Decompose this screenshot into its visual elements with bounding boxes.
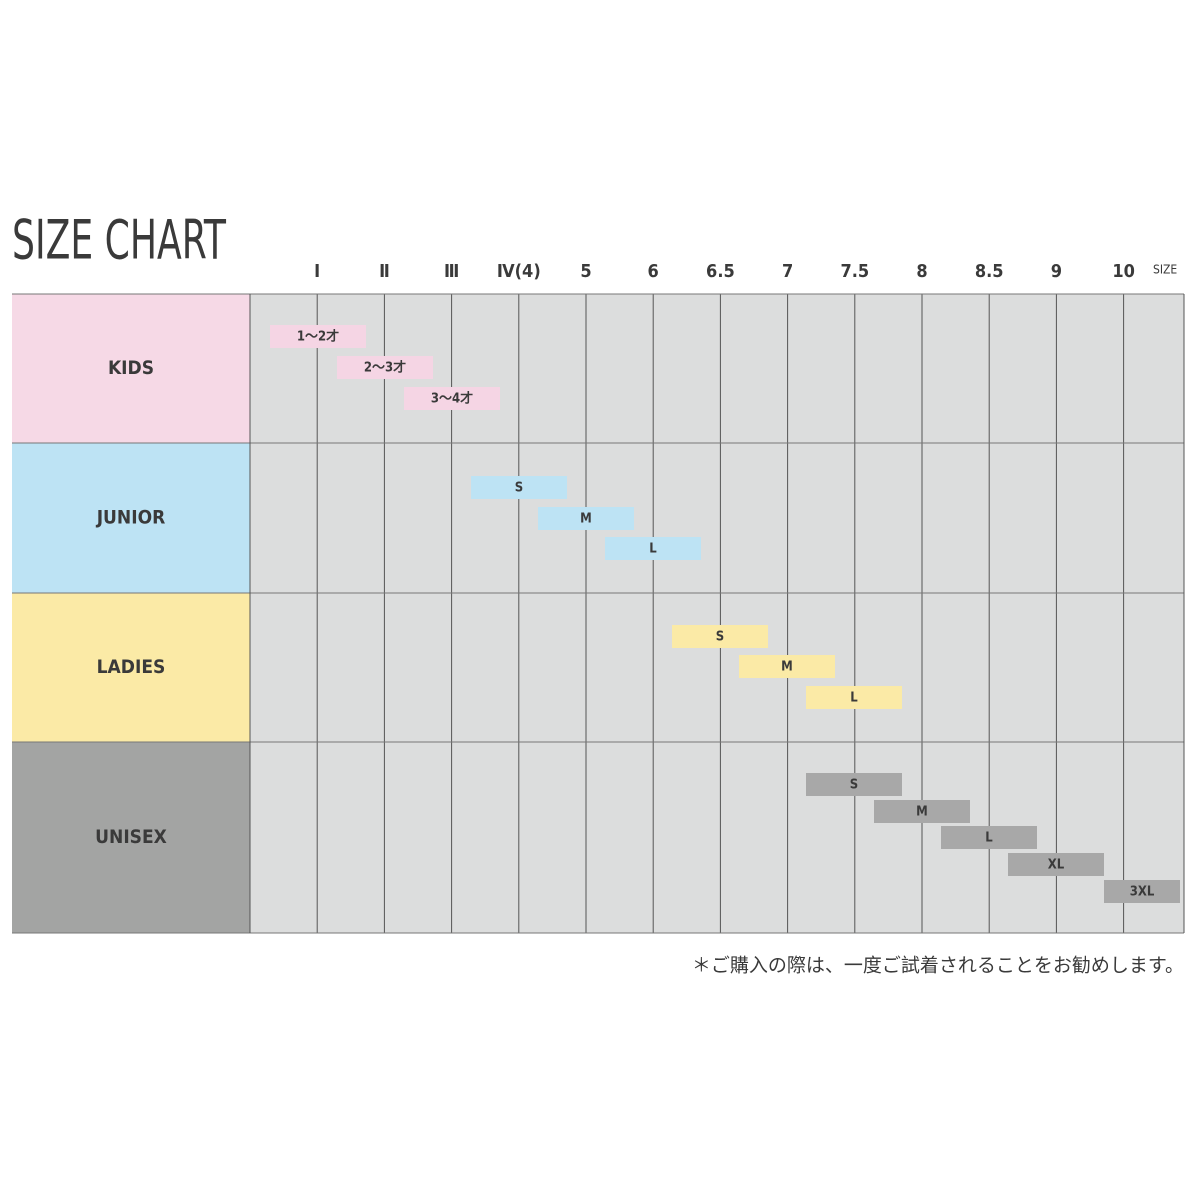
column-header: 6.5 — [706, 261, 735, 282]
column-header: 7 — [782, 261, 793, 282]
row-label: UNISEX — [95, 826, 167, 848]
size-bar-label: 2～3才 — [364, 360, 406, 376]
column-header: 7.5 — [840, 261, 869, 282]
size-bar — [605, 537, 701, 560]
size-bar-label: M — [580, 512, 592, 527]
size-bar — [471, 476, 567, 499]
column-header: 8.5 — [975, 261, 1004, 282]
column-header: Ⅳ(4) — [497, 261, 541, 282]
size-bar-label: L — [985, 831, 993, 846]
row-label: JUNIOR — [96, 507, 166, 529]
size-bar-label: XL — [1048, 858, 1065, 873]
size-bar — [941, 826, 1037, 849]
size-bar — [739, 655, 835, 678]
row-label-cell — [12, 742, 250, 933]
size-bar — [806, 773, 902, 796]
size-bar-label: S — [716, 630, 724, 645]
size-bar — [337, 356, 433, 379]
size-label: SIZE — [1153, 263, 1177, 277]
size-bar-label: M — [781, 660, 793, 675]
column-header: 6 — [648, 261, 659, 282]
size-bar-label: 3～4才 — [431, 391, 473, 407]
size-bar-label: S — [850, 778, 858, 793]
size-bar — [538, 507, 634, 530]
row-label-cell — [12, 294, 250, 443]
column-header: 9 — [1051, 261, 1062, 282]
row-label: LADIES — [97, 656, 166, 678]
title: SIZE CHART — [12, 209, 226, 272]
row-label-cell — [12, 593, 250, 742]
size-bar-label: S — [515, 481, 523, 496]
size-bar — [1104, 880, 1180, 903]
size-bar-label: 1～2才 — [297, 329, 339, 345]
size-bar-label: M — [916, 805, 928, 820]
column-header: Ⅱ — [379, 261, 390, 282]
grid-background — [250, 294, 1184, 933]
column-header: 8 — [916, 261, 927, 282]
size-bar-label: L — [649, 542, 657, 557]
column-header: Ⅰ — [314, 261, 320, 282]
column-header: 5 — [580, 261, 591, 282]
size-bar — [404, 387, 500, 410]
row-label: KIDS — [108, 357, 154, 379]
size-bar-label: 3XL — [1130, 885, 1155, 900]
note: ＊ご購入の際は、一度ご試着されることをお勧めします。 — [692, 955, 1184, 977]
size-bar-label: L — [850, 691, 858, 706]
size-bar — [672, 625, 768, 648]
size-bar — [874, 800, 970, 823]
column-header: 10 — [1112, 261, 1135, 282]
size-bar — [806, 686, 902, 709]
size-bar — [1008, 853, 1104, 876]
column-header: Ⅲ — [444, 261, 459, 282]
size-bar — [270, 325, 366, 348]
row-label-cell — [12, 443, 250, 593]
